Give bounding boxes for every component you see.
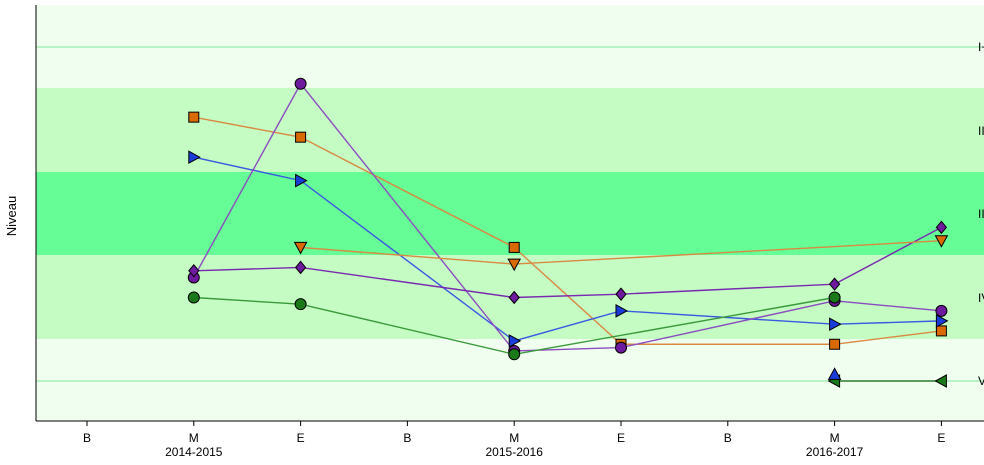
series-0-marker	[508, 241, 520, 253]
series-2-marker	[935, 304, 948, 317]
x-group-label: 2014-2015	[165, 445, 223, 459]
x-group-label: 2016-2017	[806, 445, 864, 459]
x-tick-label: B	[403, 431, 411, 445]
series-2-line	[193, 82, 942, 352]
band-label: III	[978, 124, 984, 138]
series-3-marker	[615, 287, 627, 301]
series-3-marker	[935, 220, 948, 235]
series-2-marker	[294, 77, 307, 90]
band-label: I+	[978, 40, 984, 54]
series-markers	[187, 77, 949, 388]
series-2-marker	[615, 341, 627, 354]
series-3-line	[193, 226, 942, 299]
x-tick-label: B	[724, 431, 732, 445]
band-3	[36, 172, 984, 255]
series-5-marker	[187, 291, 200, 304]
x-tick-label: E	[617, 431, 625, 445]
series-3-marker	[508, 290, 520, 305]
x-axis-ticks: B M E B M E B M E 2014-2015 2015-2016 2016-2017	[83, 421, 945, 459]
band-label: II	[978, 207, 984, 221]
band-2	[36, 88, 984, 172]
x-tick-label: E	[297, 431, 305, 445]
series-4-marker	[507, 258, 522, 272]
series-1-line	[193, 156, 942, 342]
series-1-marker	[829, 317, 842, 332]
band-labels: I+IIIIIIVV	[978, 40, 984, 388]
series-0-marker	[188, 111, 200, 123]
series-1-marker	[508, 334, 522, 348]
series-5-marker	[828, 291, 841, 304]
series-1-marker	[188, 150, 201, 165]
series-5-marker	[508, 348, 521, 361]
series-3-marker	[294, 260, 307, 275]
series-1-marker	[935, 314, 949, 328]
x-tick-label: M	[509, 431, 519, 445]
series-0-marker	[829, 338, 841, 350]
x-tick-label: B	[83, 431, 91, 445]
series-5-line	[193, 296, 835, 355]
y-axis-title: Niveau	[4, 196, 19, 236]
series-6-marker	[934, 374, 947, 388]
band-label: IV	[978, 291, 984, 305]
band-label: V	[978, 374, 984, 388]
series-3-marker	[188, 263, 200, 278]
series-0-marker	[295, 131, 307, 143]
series-1-marker	[615, 304, 629, 318]
x-tick-label: M	[189, 431, 199, 445]
series-3-marker	[828, 277, 841, 291]
level-bands	[36, 5, 984, 421]
series-lines	[193, 82, 942, 382]
x-tick-label: E	[937, 431, 945, 445]
series-0-marker	[935, 325, 947, 337]
series-5-marker	[294, 298, 307, 311]
series-4-marker	[293, 241, 308, 255]
series-4-marker	[934, 235, 949, 248]
x-group-label: 2015-2016	[486, 445, 544, 459]
series-7-marker	[827, 367, 842, 380]
x-tick-label: M	[830, 431, 840, 445]
series-1-marker	[295, 173, 308, 188]
